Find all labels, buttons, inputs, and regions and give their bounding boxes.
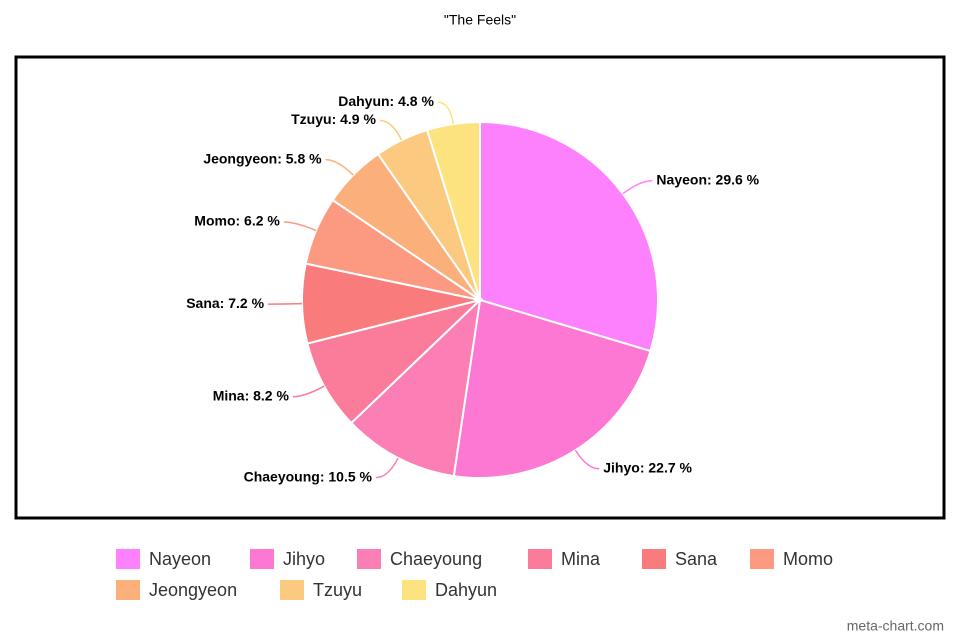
leader-line <box>292 385 325 398</box>
legend-swatch <box>250 549 274 569</box>
leader-line <box>379 119 403 141</box>
legend-label: Jeongyeon <box>149 580 237 600</box>
data-label: Tzuyu: 4.9 % <box>291 111 376 127</box>
leader-line <box>437 101 454 125</box>
pie-slice <box>306 298 484 425</box>
legend-swatch <box>750 549 774 569</box>
pie-slice <box>452 298 652 479</box>
legend-swatch <box>280 580 304 600</box>
data-label: Jihyo: 22.7 % <box>603 460 692 476</box>
pie-slice <box>349 297 482 478</box>
data-label: Jeongyeon: 5.8 % <box>203 150 322 166</box>
leader-line <box>325 158 354 176</box>
legend-swatch <box>116 549 140 569</box>
pie-slice <box>425 120 481 301</box>
data-label: Nayeon: 29.6 % <box>656 171 759 187</box>
leader-line <box>622 179 653 195</box>
legend-swatch <box>528 549 552 569</box>
legend-label: Mina <box>561 549 601 569</box>
legend-label: Tzuyu <box>313 580 362 600</box>
pie-slice <box>479 120 659 353</box>
legend-label: Sana <box>675 549 718 569</box>
data-label: Mina: 8.2 % <box>213 387 290 403</box>
legend-swatch <box>402 580 426 600</box>
legend-swatch <box>642 549 666 569</box>
credit: meta-chart.com <box>847 618 944 634</box>
legend-label: Jihyo <box>283 549 325 569</box>
legend-label: Nayeon <box>149 549 211 569</box>
leader-line <box>574 449 600 470</box>
legend-label: Chaeyoung <box>390 549 482 569</box>
legend-swatch <box>116 580 140 600</box>
leader-line <box>375 457 399 479</box>
leader-line <box>283 221 317 232</box>
data-label: Momo: 6.2 % <box>194 213 280 229</box>
data-label: Chaeyoung: 10.5 % <box>244 468 373 484</box>
chart-title: "The Feels" <box>444 12 516 28</box>
legend-swatch <box>357 549 381 569</box>
legend-label: Dahyun <box>435 580 497 600</box>
data-label: Dahyun: 4.8 % <box>338 93 434 109</box>
plot-border <box>14 55 946 520</box>
legend-label: Momo <box>783 549 833 569</box>
data-label: Sana: 7.2 % <box>186 295 264 311</box>
